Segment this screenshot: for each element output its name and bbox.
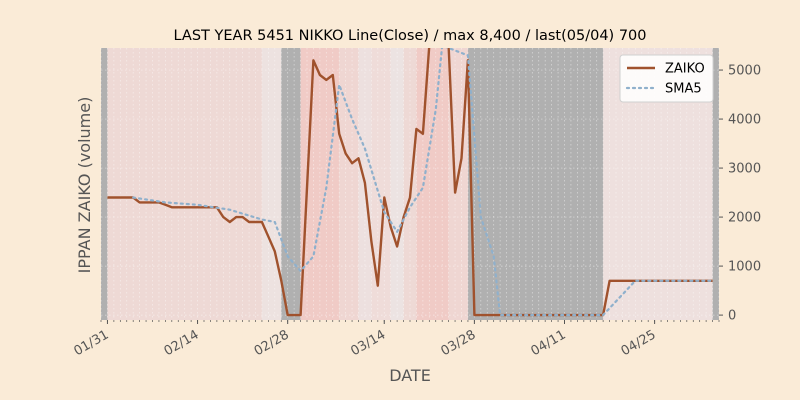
series-line-sma5	[132, 48, 714, 317]
x-tick-label: 03/14	[348, 327, 388, 359]
background-band-12	[467, 48, 604, 320]
background-band-5	[339, 48, 359, 320]
series-lines	[107, 48, 714, 317]
legend-label-sma5: SMA5	[665, 82, 702, 97]
y-tick-label: 4000	[728, 113, 761, 128]
series-line-zaiko	[107, 48, 713, 317]
chart-title: LAST YEAR 5451 NIKKO Line(Close) / max 8…	[174, 28, 647, 44]
legend-box	[619, 54, 714, 103]
background-band-2	[261, 48, 282, 320]
y-axis: 0 1000 2000 3000 4000 5000	[719, 64, 761, 324]
y-tick-label: 1000	[728, 260, 761, 275]
background-band-14	[712, 48, 719, 320]
x-tick-label: 02/28	[252, 327, 292, 359]
y-axis-label: IPPAN ZAIKO (volume)	[75, 97, 94, 274]
y-tick-label: 2000	[728, 211, 761, 226]
legend: ZAIKO SMA5	[619, 54, 714, 103]
y-tick-label: 3000	[728, 162, 761, 177]
x-axis: 01/31 02/14 02/28 03/14 03/28 04/11 04/25	[71, 320, 720, 359]
legend-label-zaiko: ZAIKO	[665, 62, 705, 77]
y-tick-label: 5000	[728, 64, 761, 79]
x-tick-label: 03/28	[438, 327, 478, 359]
background-band-10	[416, 48, 449, 320]
background-band-7	[371, 48, 391, 320]
x-tick-label: 01/31	[71, 327, 111, 359]
background-band-0	[101, 48, 108, 320]
x-tick-label: 04/25	[619, 327, 659, 359]
y-tick-label: 0	[728, 309, 736, 324]
x-tick-label: 04/11	[529, 327, 569, 359]
x-tick-label: 02/14	[162, 327, 202, 359]
x-axis-label: DATE	[389, 366, 431, 385]
background-band-3	[281, 48, 301, 320]
